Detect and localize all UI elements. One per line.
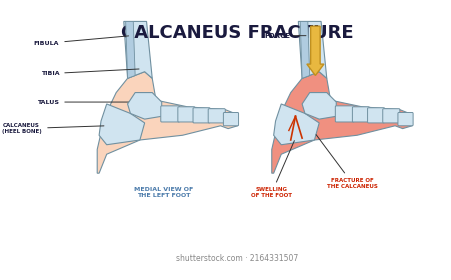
FancyBboxPatch shape: [223, 113, 238, 126]
FancyBboxPatch shape: [193, 108, 210, 123]
Text: CALCANEUS FRACTURE: CALCANEUS FRACTURE: [121, 24, 353, 42]
Polygon shape: [298, 22, 326, 78]
FancyBboxPatch shape: [208, 109, 225, 123]
Polygon shape: [125, 22, 135, 78]
FancyBboxPatch shape: [397, 113, 412, 126]
Text: MEDIAL VIEW OF
THE LEFT FOOT: MEDIAL VIEW OF THE LEFT FOOT: [133, 187, 193, 198]
Polygon shape: [127, 93, 161, 119]
Text: FRACTURE OF
THE CALCANEUS: FRACTURE OF THE CALCANEUS: [315, 135, 377, 189]
Text: FIBULA: FIBULA: [34, 36, 129, 46]
Text: shutterstock.com · 2164331507: shutterstock.com · 2164331507: [176, 254, 298, 263]
Polygon shape: [299, 22, 309, 78]
FancyBboxPatch shape: [177, 107, 194, 122]
FancyBboxPatch shape: [335, 106, 354, 122]
Text: FORCE: FORCE: [264, 33, 290, 39]
Polygon shape: [99, 104, 144, 145]
FancyBboxPatch shape: [367, 108, 384, 123]
FancyArrow shape: [306, 26, 323, 76]
Polygon shape: [97, 72, 237, 173]
FancyBboxPatch shape: [161, 106, 179, 122]
Polygon shape: [273, 104, 318, 145]
FancyBboxPatch shape: [352, 107, 368, 122]
Text: TIBIA: TIBIA: [41, 69, 139, 76]
Text: SWELLING
OF THE FOOT: SWELLING OF THE FOOT: [251, 141, 294, 198]
Text: TALUS: TALUS: [37, 100, 137, 104]
Polygon shape: [271, 72, 411, 173]
FancyBboxPatch shape: [382, 109, 399, 123]
Polygon shape: [301, 93, 336, 119]
Polygon shape: [124, 22, 152, 78]
Text: CALCANEUS
(HEEL BONE): CALCANEUS (HEEL BONE): [2, 123, 104, 134]
